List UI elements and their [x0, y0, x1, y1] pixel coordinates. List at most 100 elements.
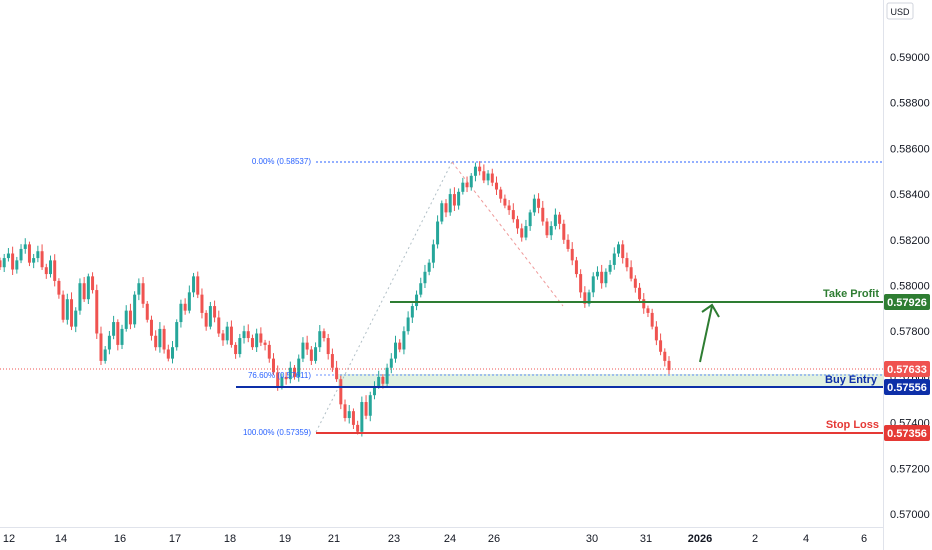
candle-body: [166, 349, 170, 359]
candle-body: [137, 283, 141, 295]
candle-body: [436, 221, 440, 245]
candle-body: [154, 335, 158, 348]
candle-body: [288, 367, 292, 380]
candle-body: [200, 294, 204, 313]
y-tick-label: 0.59000: [890, 52, 930, 64]
candle-body: [377, 376, 381, 387]
candle-body: [507, 205, 511, 211]
x-tick-label: 6: [861, 533, 867, 545]
candle-body: [566, 239, 570, 249]
candle-body: [116, 322, 120, 345]
candle-body: [326, 338, 330, 355]
candle-body: [398, 342, 402, 350]
candle-body: [427, 262, 431, 272]
candle-body: [642, 299, 646, 309]
candle-body: [583, 292, 587, 304]
candle-body: [339, 379, 343, 405]
fib-label-100: 100.00% (0.57359): [243, 428, 311, 437]
x-tick-label: 26: [488, 533, 500, 545]
candle-body: [86, 276, 90, 300]
candle-body: [208, 306, 212, 327]
buy-entry-zone: [338, 374, 883, 387]
candle-body: [238, 338, 242, 355]
candle-body: [457, 191, 461, 206]
candle-body: [617, 244, 621, 254]
candle-body: [532, 198, 536, 213]
x-tick-label: 31: [640, 533, 652, 545]
candle-body: [32, 258, 36, 263]
candle-body: [40, 251, 44, 268]
fib-label-76: 76.60% (0.57611): [248, 371, 311, 380]
currency-badge[interactable]: [886, 2, 914, 20]
candle-body: [406, 317, 410, 332]
x-tick-label: 16: [114, 533, 126, 545]
candle-body: [629, 267, 633, 279]
candle-body: [229, 326, 233, 345]
candle-body: [402, 331, 406, 350]
candle-body: [659, 340, 663, 352]
y-tick-label: 0.58600: [890, 143, 930, 155]
candle-body: [65, 299, 69, 320]
candle-body: [440, 203, 444, 222]
candle-body: [0, 260, 2, 268]
y-tick-label: 0.58200: [890, 235, 930, 247]
y-tick-label: 0.58800: [890, 98, 930, 110]
candle-body: [368, 395, 372, 416]
candle-body: [112, 322, 116, 336]
candle-body: [15, 260, 19, 270]
candle-body: [394, 342, 398, 359]
candle-body: [528, 212, 532, 227]
take-profit-label: Take Profit: [823, 288, 879, 300]
candle-body: [621, 244, 625, 259]
candle-body: [179, 303, 183, 323]
candle-body: [600, 271, 604, 284]
candle-body: [587, 292, 591, 304]
candle-body: [120, 328, 124, 345]
candle-body: [389, 358, 393, 368]
y-tick-label: 0.58000: [890, 281, 930, 293]
x-tick-label: 4: [803, 533, 809, 545]
current-price-badge: [884, 361, 930, 377]
candle-body: [297, 358, 301, 377]
candle-body: [158, 328, 162, 348]
candle-body: [625, 258, 629, 268]
x-tick-label: 14: [55, 533, 67, 545]
candle-body: [482, 171, 486, 181]
candle-body: [423, 271, 427, 284]
candle-body: [145, 303, 149, 320]
candle-body: [448, 194, 452, 213]
candle-body: [330, 354, 334, 368]
candle-body: [604, 271, 608, 284]
candle-body: [452, 194, 456, 206]
x-tick-label: 24: [444, 533, 456, 545]
candle-body: [351, 411, 355, 425]
candle-body: [318, 331, 322, 348]
candle-body: [44, 267, 48, 275]
x-tick-label: 19: [279, 533, 291, 545]
candle-body: [221, 333, 225, 341]
candle-body: [465, 182, 469, 188]
candle-body: [608, 264, 612, 272]
candle-body: [128, 310, 132, 325]
take-profit-badge: [884, 294, 930, 310]
candle-body: [187, 292, 191, 311]
candle-body: [667, 360, 671, 371]
candle-body: [82, 283, 86, 300]
candle-body: [255, 333, 259, 348]
fib-trend-line-up: [315, 161, 453, 433]
candle-body: [48, 260, 52, 275]
candle-body: [234, 344, 238, 355]
candle-body: [558, 214, 562, 224]
candle-body: [99, 333, 103, 361]
candle-body: [650, 312, 654, 327]
candle-body: [490, 173, 494, 183]
candle-body: [541, 207, 545, 222]
candle-body: [149, 319, 153, 336]
candle-body: [595, 271, 599, 277]
candle-body: [242, 331, 246, 339]
candle-body: [259, 333, 263, 343]
x-tick-label: 17: [169, 533, 181, 545]
y-tick-label: 0.57800: [890, 326, 930, 338]
candle-body: [574, 260, 578, 275]
